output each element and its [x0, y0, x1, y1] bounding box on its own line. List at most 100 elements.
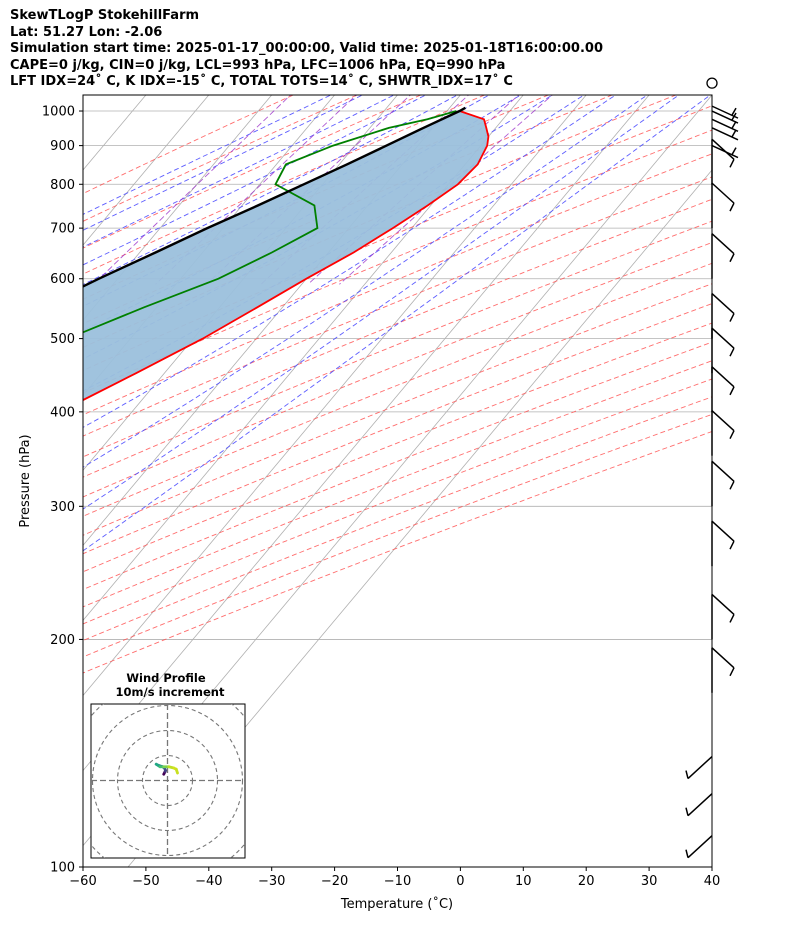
barb-staff [711, 110, 739, 124]
dry-adiabat [83, 360, 712, 608]
x-tick-label: 20 [578, 874, 595, 889]
mixing-ratio-line [339, 95, 553, 285]
dry-adiabat [83, 378, 712, 625]
barb-flag [711, 520, 735, 542]
isotherm-line [83, 95, 210, 246]
profile-lines [83, 106, 490, 402]
y-tick-label: 400 [50, 405, 75, 420]
wind-barb [711, 118, 739, 133]
barb-staff [711, 127, 739, 141]
barb-flag [731, 120, 737, 129]
moist-adiabat [83, 95, 585, 392]
barb-flag [711, 366, 735, 388]
barb-flag [685, 807, 689, 816]
barb-flag [729, 667, 735, 677]
wind-barb [685, 793, 713, 817]
dry-adiabat [83, 105, 712, 372]
barb-flag [731, 107, 737, 116]
x-tick-label: 30 [641, 874, 658, 889]
barb-flag [729, 202, 735, 212]
y-tick-label: 1000 [42, 105, 75, 120]
barb-staff [687, 755, 713, 780]
barb-flag [685, 770, 689, 779]
y-tick-label: 900 [50, 139, 75, 154]
barb-flag [711, 460, 735, 482]
x-tick-label: 40 [704, 874, 721, 889]
y-axis-label: Pressure (hPa) [18, 434, 33, 527]
x-tick-label: −40 [195, 874, 222, 889]
barb-flag [711, 327, 735, 349]
wind-barbs [685, 77, 739, 859]
barb-flag [711, 138, 735, 160]
y-tick-label: 800 [50, 178, 75, 193]
isotherm-line [83, 95, 84, 96]
moist-adiabat [83, 95, 427, 266]
barb-flag [729, 386, 735, 396]
isotherm-line [83, 95, 650, 772]
dry-adiabat [83, 413, 712, 658]
indices-text: LFT IDX=24˚ C, K IDX=-15˚ C, TOTAL TOTS=… [10, 74, 513, 89]
barb-flag [711, 182, 735, 204]
hodograph-subtitle: 10m/s increment [116, 685, 225, 699]
dry-adiabat [83, 198, 712, 458]
moist-adiabat [83, 95, 712, 552]
x-tick-label: −30 [258, 874, 285, 889]
wind-barb [685, 755, 713, 780]
barb-flag [685, 849, 689, 858]
cape-shading [83, 111, 489, 401]
x-tick-label: 0 [456, 874, 464, 889]
dewpoint-line [83, 110, 457, 334]
dry-adiabat [83, 283, 712, 536]
moist-adiabat [83, 95, 332, 215]
dry-adiabat [83, 341, 712, 591]
dry-adiabat [83, 322, 712, 573]
parcel-line [83, 106, 466, 288]
moist-adiabat [83, 95, 680, 510]
time-text: Simulation start time: 2025-01-17_00:00:… [10, 41, 603, 56]
barb-flag [731, 112, 737, 121]
barb-flag [711, 647, 735, 669]
y-tick-label: 700 [50, 222, 75, 237]
x-tick-label: −20 [321, 874, 348, 889]
barb-flag [711, 293, 735, 315]
barb-flag [731, 147, 737, 155]
wind-barb [711, 127, 739, 141]
dry-adiabat [83, 220, 712, 478]
barb-flag [729, 313, 735, 322]
y-tick-label: 200 [50, 633, 75, 648]
location-text: Lat: 51.27 Lon: -2.06 [10, 24, 163, 40]
hodograph-segment [174, 767, 179, 775]
isotherm-line [83, 95, 587, 697]
dry-adiabat [83, 176, 712, 437]
barb-flag [729, 347, 735, 357]
x-axis-label: Temperature (˚C) [340, 896, 453, 912]
barb-flag [729, 158, 735, 168]
barb-staff [711, 118, 739, 133]
barb-flag [711, 410, 735, 432]
y-tick-label: 100 [50, 861, 75, 876]
wind-barb [711, 327, 735, 374]
x-tick-label: −60 [69, 874, 96, 889]
dry-adiabat [83, 95, 486, 275]
wind-barb [711, 138, 735, 185]
wind-barb [711, 520, 735, 567]
dry-adiabat [83, 396, 712, 642]
hodograph-inset: Wind Profile 10m/s increment [90, 671, 246, 859]
wind-barb [711, 110, 739, 124]
wind-barb [711, 233, 735, 279]
hodograph-plot [91, 704, 245, 858]
barb-flag [711, 233, 735, 255]
isotherm-line [83, 95, 273, 321]
barb-flag [729, 614, 735, 623]
wind-barb [711, 182, 735, 229]
wind-barb [711, 366, 735, 412]
barb-flag [729, 430, 735, 440]
cape-area [83, 111, 489, 401]
axis-ticks: −60 −50 −40 −30 −20 −10 0 10 20 30 40 1000 900 800 700… [42, 105, 720, 889]
x-tick-label: 10 [515, 874, 532, 889]
mixing-ratio-line [93, 95, 292, 285]
x-tick-label: −10 [384, 874, 411, 889]
dry-adiabat [83, 262, 712, 517]
isotherm-line [83, 95, 524, 622]
